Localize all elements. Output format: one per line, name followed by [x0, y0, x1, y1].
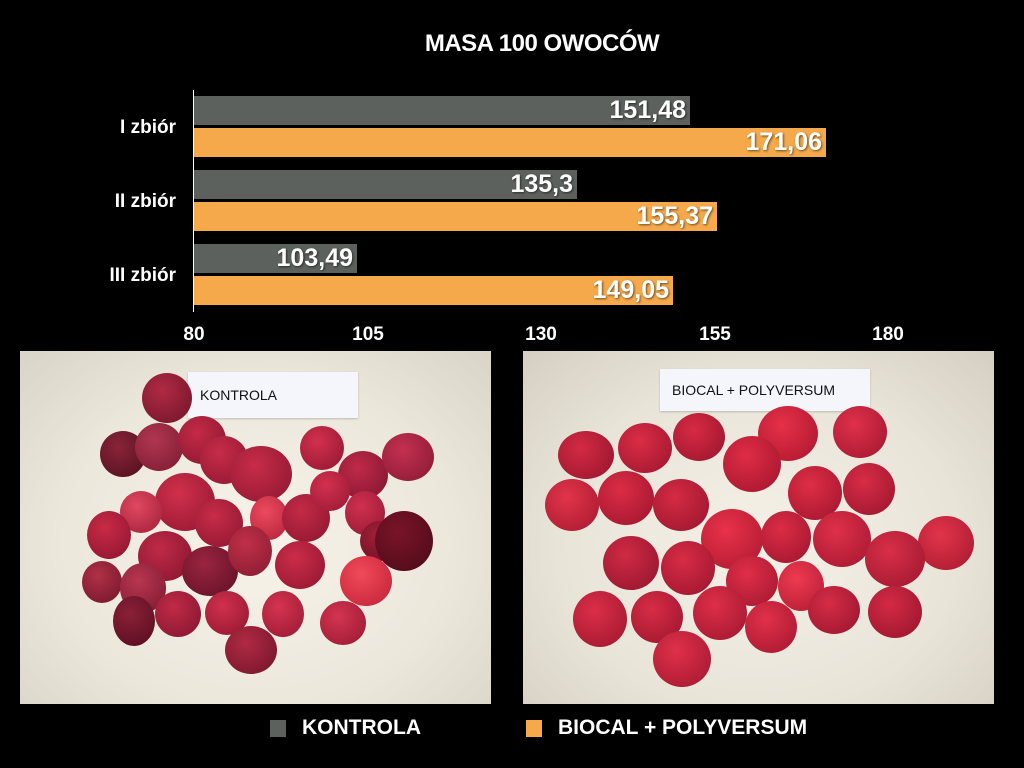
- photo-kontrola: KONTROLA: [20, 351, 491, 704]
- chart-title: MASA 100 OWOCÓW: [424, 30, 660, 57]
- bar-biocal-3: 149,05: [194, 276, 673, 305]
- category-label-3: III zbiór: [109, 265, 177, 286]
- legend-label: BIOCAL + POLYVERSUM: [558, 716, 808, 739]
- legend-swatch-kontrola: [270, 719, 286, 737]
- legend-item-biocal: BIOCAL + POLYVERSUM: [526, 716, 807, 740]
- photo-sign: BIOCAL + POLYVERSUM: [660, 369, 870, 411]
- bar-value: 171,06: [745, 128, 822, 156]
- y-axis-line: [193, 90, 194, 312]
- bar-kontrola-2: 135,3: [194, 170, 577, 199]
- bar-kontrola-3: 103,49: [194, 244, 357, 273]
- photo-biocal: BIOCAL + POLYVERSUM: [523, 351, 994, 704]
- category-label-1: I zbiór: [120, 117, 176, 138]
- bar-value: 103,49: [276, 244, 353, 272]
- bar-value: 135,3: [510, 170, 573, 198]
- bar-kontrola-1: 151,48: [194, 96, 690, 125]
- photo-sign: KONTROLA: [188, 372, 358, 418]
- legend-swatch-biocal: [526, 719, 542, 737]
- legend-label: KONTROLA: [302, 716, 421, 739]
- x-tick: 180: [872, 324, 904, 345]
- bar-value: 149,05: [592, 276, 669, 304]
- legend-item-kontrola: KONTROLA: [270, 716, 421, 740]
- x-tick: 80: [183, 324, 205, 345]
- x-tick: 155: [699, 324, 731, 345]
- bar-biocal-2: 155,37: [194, 202, 717, 231]
- bar-value: 151,48: [609, 96, 686, 124]
- bar-value: 155,37: [636, 202, 713, 230]
- x-tick: 105: [352, 324, 384, 345]
- category-label-2: II zbiór: [114, 191, 176, 212]
- bar-biocal-1: 171,06: [194, 128, 826, 157]
- x-tick: 130: [525, 324, 557, 345]
